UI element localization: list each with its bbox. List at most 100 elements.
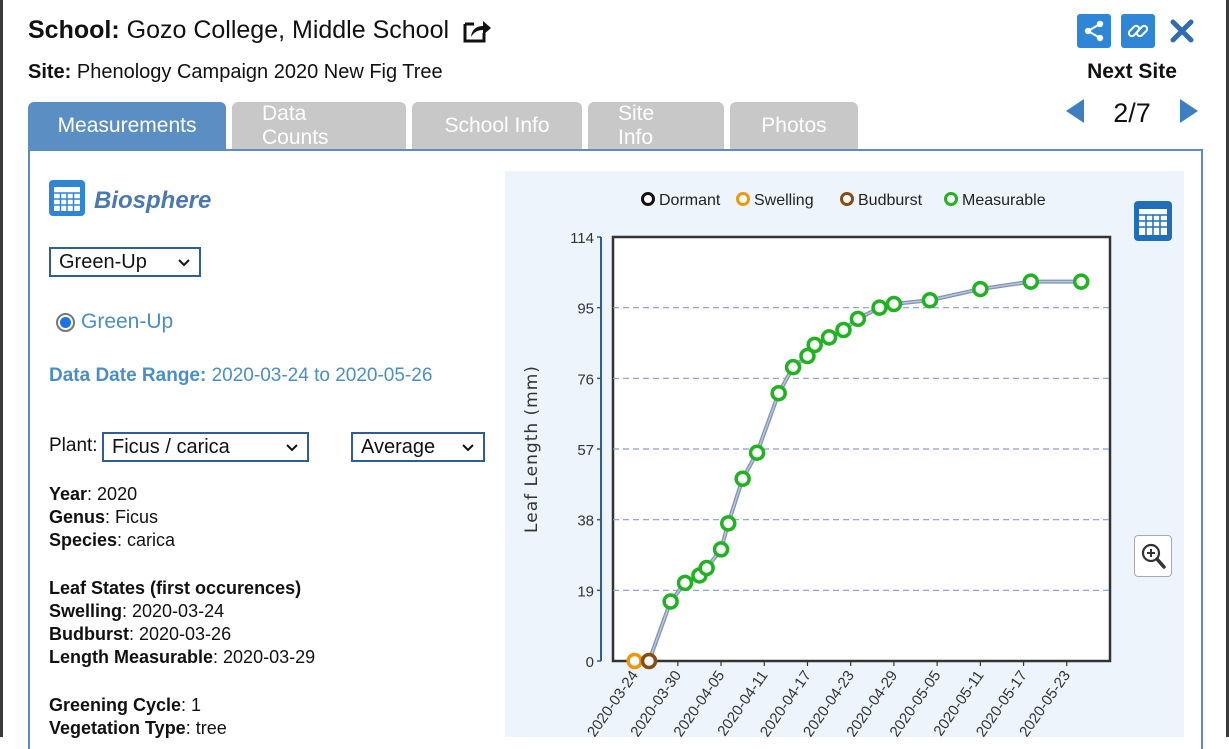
tab-site-info[interactable]: Site Info: [588, 102, 724, 149]
share-external-icon[interactable]: [462, 18, 492, 44]
window-border-left: [0, 0, 3, 737]
tab-bar: Measurements Data Counts School Info Sit…: [28, 102, 858, 149]
legend-label: Budburst: [858, 192, 923, 209]
site-label: Site:: [28, 61, 72, 83]
y-axis-title: Leaf Length (mm): [522, 365, 542, 533]
cycle-label: Greening Cycle: [49, 695, 182, 715]
budburst-label: Budburst: [49, 624, 129, 644]
data-point: [676, 574, 694, 592]
data-point: [820, 329, 838, 346]
legend-label: Swelling: [754, 192, 814, 209]
tab-school-info[interactable]: School Info: [412, 102, 582, 149]
genus-label: Genus: [49, 507, 106, 527]
data-point: [1022, 273, 1040, 290]
data-point: [1072, 273, 1090, 290]
legend-label: Dormant: [659, 192, 721, 209]
protocol-select[interactable]: Green-Up: [49, 247, 201, 277]
school-heading: School: Gozo College, Middle School: [28, 16, 449, 45]
tab-photos[interactable]: Photos: [730, 102, 858, 149]
leaf-states-title: Leaf States (first occurences): [49, 578, 302, 598]
data-point: [806, 336, 823, 354]
species-label: Species: [49, 530, 118, 550]
genus-value: : Ficus: [105, 507, 159, 527]
leaf-states-info: Leaf States (first occurences) Swelling:…: [49, 577, 315, 669]
statistic-select-value: Average: [361, 435, 436, 458]
data-point: [784, 358, 802, 376]
swelling-label: Swelling: [49, 601, 123, 621]
site-heading: Site: Phenology Campaign 2020 New Fig Tr…: [28, 61, 443, 84]
school-name: Gozo College, Middle School: [126, 16, 450, 44]
plant-select-value: Ficus / carica: [112, 435, 230, 458]
share-icon[interactable]: [1077, 14, 1111, 48]
data-point: [640, 652, 658, 670]
zoom-icon[interactable]: [1134, 535, 1172, 577]
data-point: [719, 515, 737, 532]
arrow-right-icon[interactable]: [1178, 97, 1200, 130]
budburst-value: : 2020-03-26: [129, 624, 232, 644]
data-point: [799, 347, 816, 365]
data-point: [698, 559, 715, 577]
chevron-down-icon: [461, 436, 475, 459]
protocol-select-value: Green-Up: [59, 250, 147, 273]
data-point: [921, 291, 939, 309]
y-tick-label: 57: [577, 442, 594, 459]
y-tick-label: 0: [586, 654, 594, 671]
chevron-down-icon: [177, 251, 191, 274]
species-value: : carica: [117, 530, 176, 550]
y-tick-label: 38: [577, 513, 594, 530]
greenup-radio-label: Green-Up: [81, 310, 174, 333]
top-toolbar: [1077, 14, 1199, 48]
site-name: Phenology Campaign 2020 New Fig Tree: [76, 61, 443, 83]
link-icon[interactable]: [1121, 14, 1155, 48]
range-label: Data Date Range:: [49, 365, 207, 386]
legend-marker: [840, 192, 854, 206]
window-border-right: [1226, 0, 1229, 737]
legend-marker: [641, 192, 655, 206]
range-value: 2020-03-24 to 2020-05-26: [211, 365, 433, 386]
y-tick-label: 114: [570, 230, 594, 247]
legend-marker: [736, 192, 750, 206]
leaf-length-chart: 0 19 38 57 76 95 114 Leaf Length (mm) 2020-03-24…: [505, 171, 1184, 737]
data-point: [972, 280, 989, 298]
data-point: [885, 295, 903, 313]
measurable-label: Length Measurable: [49, 647, 214, 667]
measurable-value: : 2020-03-29: [213, 647, 316, 667]
table-icon[interactable]: [1133, 200, 1173, 242]
data-point: [734, 470, 751, 488]
data-point: [748, 444, 766, 461]
data-point: [770, 384, 787, 402]
year-label: Year: [49, 484, 88, 504]
chevron-down-icon: [285, 436, 299, 459]
data-point: [835, 321, 852, 339]
arrow-left-icon[interactable]: [1064, 97, 1086, 130]
data-date-range: Data Date Range: 2020-03-24 to 2020-05-2…: [49, 365, 432, 387]
statistic-select[interactable]: Average: [351, 432, 485, 462]
greenup-radio[interactable]: [56, 312, 75, 332]
biosphere-header: Biosphere: [48, 179, 211, 222]
next-site-label: Next Site: [1087, 60, 1177, 83]
close-icon[interactable]: [1165, 14, 1199, 48]
tab-data-counts[interactable]: Data Counts: [232, 102, 406, 149]
veg-label: Vegetation Type: [49, 718, 186, 738]
y-tick-label: 76: [577, 371, 594, 388]
legend-marker: [944, 192, 958, 206]
y-tick-label: 95: [577, 301, 594, 318]
plant-label: Plant:: [49, 435, 98, 456]
table-icon[interactable]: [48, 179, 86, 222]
tab-measurements[interactable]: Measurements: [28, 102, 226, 149]
y-tick-label: 19: [577, 583, 594, 600]
year-value: : 2020: [87, 484, 138, 504]
plant-info: Year: 2020 Genus: Ficus Species: carica: [49, 483, 175, 552]
data-point: [849, 310, 867, 328]
swelling-value: : 2020-03-24: [122, 601, 225, 621]
data-point: [871, 299, 888, 316]
data-point: [712, 541, 730, 558]
veg-value: : tree: [185, 718, 227, 738]
greenup-radio-option[interactable]: Green-Up: [56, 310, 173, 334]
school-label: School:: [28, 16, 120, 44]
section-title: Biosphere: [94, 186, 212, 214]
data-point: [626, 652, 643, 670]
data-point: [662, 593, 679, 610]
plant-select[interactable]: Ficus / carica: [102, 432, 309, 462]
